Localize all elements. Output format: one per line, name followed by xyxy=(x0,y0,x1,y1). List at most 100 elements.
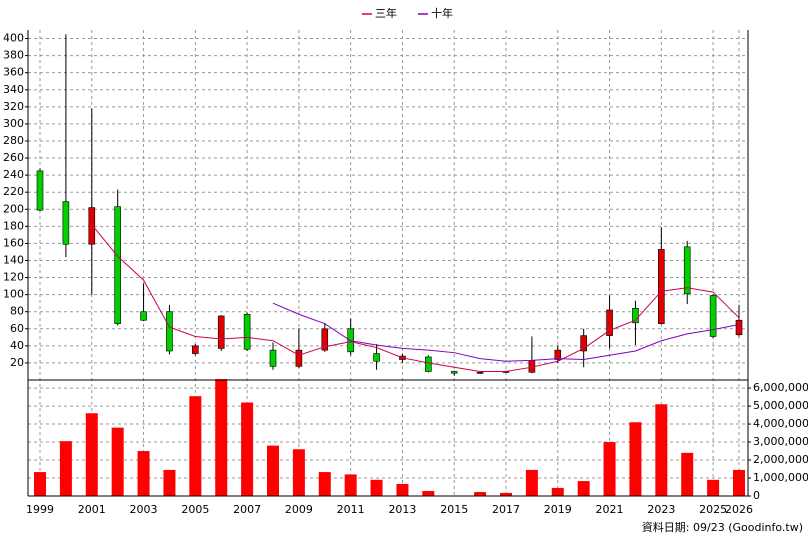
candle-body xyxy=(114,206,121,324)
y-tick-label: 180 xyxy=(3,219,24,232)
y-tick-label: 0 xyxy=(753,489,760,502)
volume-bar xyxy=(59,441,72,496)
y-tick-label: 6,000,000 xyxy=(753,381,808,394)
y-tick-label: 20 xyxy=(10,356,24,369)
y-tick-label: 300 xyxy=(3,117,24,130)
volume-bar xyxy=(267,445,279,496)
y-tick-label: 320 xyxy=(3,100,24,113)
volume-bar xyxy=(500,492,512,496)
y-tick-label: 360 xyxy=(3,66,24,79)
volume-bar xyxy=(551,487,564,496)
x-tick-label: 2005 xyxy=(181,503,209,516)
x-tick-label: 2023 xyxy=(647,503,675,516)
candle-body xyxy=(735,319,743,336)
y-tick-label: 260 xyxy=(3,151,24,164)
volume-bar xyxy=(292,449,305,496)
y-tick-label: 100 xyxy=(3,288,24,301)
candle-body xyxy=(658,249,665,324)
volume-bar xyxy=(163,469,176,496)
plot-area xyxy=(28,30,748,496)
candle-body xyxy=(476,372,484,374)
candle-body xyxy=(321,328,329,351)
candle-body xyxy=(425,356,432,372)
volume-bar xyxy=(396,483,409,496)
x-tick-label: 2026 xyxy=(725,503,753,516)
volume-bar xyxy=(241,402,254,496)
y-tick-label: 60 xyxy=(10,322,24,335)
x-tick-label: 2013 xyxy=(388,503,416,516)
candle-body xyxy=(450,371,458,374)
y-tick-label: 220 xyxy=(3,185,24,198)
volume-bar xyxy=(577,481,590,496)
y-tick-label: 200 xyxy=(3,202,24,215)
x-tick-label: 2009 xyxy=(285,503,313,516)
candle-body xyxy=(580,335,587,352)
y-tick-label: 280 xyxy=(3,134,24,147)
volume-bar xyxy=(318,472,331,496)
volume-bar xyxy=(189,396,202,496)
x-tick-label: 2001 xyxy=(78,503,106,516)
y-tick-label: 140 xyxy=(3,253,24,266)
candle-body xyxy=(295,349,303,367)
y-tick-label: 400 xyxy=(3,32,24,45)
candle-body xyxy=(217,315,225,349)
y-tick-label: 380 xyxy=(3,49,24,62)
candle-body xyxy=(683,246,691,295)
candle-body xyxy=(709,295,717,337)
source-note: 資料日期: 09/23 (Goodinfo.tw) xyxy=(642,520,803,534)
candle-body xyxy=(606,309,613,336)
y-tick-label: 2,000,000 xyxy=(753,453,808,466)
candle-body xyxy=(243,313,251,350)
volume-bar xyxy=(344,474,357,496)
x-tick-label: 2003 xyxy=(130,503,158,516)
legend-label: 十年 xyxy=(431,6,453,20)
y-tick-label: 5,000,000 xyxy=(753,399,808,412)
volume-bar xyxy=(629,422,642,496)
candle-body xyxy=(192,345,199,354)
legend-label: 三年 xyxy=(375,6,397,20)
x-tick-label: 2025 xyxy=(699,503,727,516)
y-tick-label: 160 xyxy=(3,236,24,249)
y-tick-label: 120 xyxy=(3,271,24,284)
x-tick-label: 2017 xyxy=(492,503,520,516)
volume-bar xyxy=(474,492,487,496)
x-tick-label: 2019 xyxy=(544,503,572,516)
volume-bar xyxy=(111,427,124,496)
volume-bar xyxy=(137,451,150,496)
volume-bar xyxy=(707,479,720,496)
y-tick-label: 3,000,000 xyxy=(753,435,808,448)
volume-bar xyxy=(215,379,228,496)
y-tick-label: 40 xyxy=(10,339,24,352)
candle-body xyxy=(88,207,96,245)
moving-average-line xyxy=(91,224,740,372)
volume-bar xyxy=(422,490,435,496)
candle-body xyxy=(166,311,173,352)
candle-body xyxy=(36,170,44,211)
candle-body xyxy=(554,349,562,360)
x-tick-label: 2021 xyxy=(596,503,624,516)
candle-body xyxy=(62,201,70,245)
moving-average-line xyxy=(272,302,740,362)
volume-bar xyxy=(85,413,98,496)
x-tick-label: 2007 xyxy=(233,503,261,516)
x-tick-label: 2015 xyxy=(440,503,468,516)
candle-body xyxy=(632,307,639,324)
candle-body xyxy=(140,311,147,321)
volume-bar xyxy=(370,479,383,496)
volume-bar xyxy=(525,469,538,496)
volume-bar xyxy=(733,469,745,496)
candle-body xyxy=(269,349,277,367)
x-tick-label: 1999 xyxy=(26,503,54,516)
y-tick-label: 1,000,000 xyxy=(753,471,808,484)
y-tick-label: 240 xyxy=(3,168,24,181)
volume-bar xyxy=(603,442,616,496)
y-tick-label: 4,000,000 xyxy=(753,417,808,430)
x-tick-label: 2011 xyxy=(337,503,365,516)
volume-bar xyxy=(681,452,694,496)
y-tick-label: 80 xyxy=(10,305,24,318)
volume-bar xyxy=(34,472,46,496)
y-tick-label: 340 xyxy=(3,83,24,96)
candle-body xyxy=(373,353,380,362)
volume-bar xyxy=(655,404,668,496)
